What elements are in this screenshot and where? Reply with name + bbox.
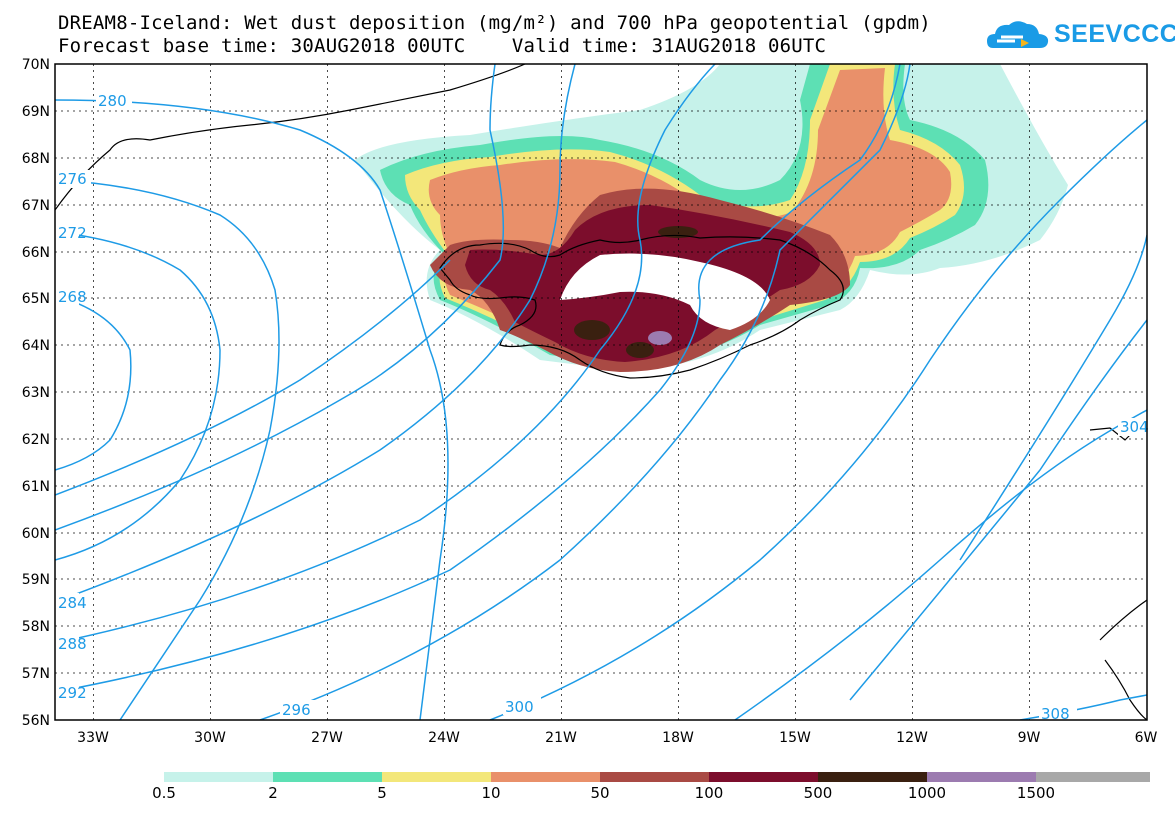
colorbar-label: 1500 xyxy=(1016,784,1056,802)
contour-lat-b xyxy=(55,64,505,531)
lat-label: 62N xyxy=(22,432,50,448)
colorbar-swatch xyxy=(709,772,819,782)
colorbar-swatch xyxy=(164,772,274,782)
lon-label: 15W xyxy=(779,730,811,746)
longitude-labels: 33W 30W 27W 24W 21W 18W 15W 12W 9W 6W xyxy=(77,730,1157,746)
iceland-coast xyxy=(439,234,844,379)
contour-label: 288 xyxy=(58,635,87,653)
lon-label: 18W xyxy=(662,730,694,746)
contour-292 xyxy=(55,64,901,693)
contour-label: 272 xyxy=(58,224,87,242)
greenland-coast xyxy=(55,64,526,211)
lon-label: 12W xyxy=(896,730,928,746)
colorbar-swatch xyxy=(927,772,1037,782)
colorbar-swatch xyxy=(600,772,710,782)
lat-label: 60N xyxy=(22,526,50,542)
colorbar-label: 10 xyxy=(481,784,501,802)
lat-label: 56N xyxy=(22,713,50,729)
contour-label: 280 xyxy=(98,92,127,110)
contour-268 xyxy=(55,295,132,471)
lon-label: 30W xyxy=(194,730,226,746)
colorbar-swatch xyxy=(1036,772,1150,782)
lat-label: 69N xyxy=(22,104,50,120)
colorbar-swatch xyxy=(273,772,383,782)
lat-label: 70N xyxy=(22,57,50,73)
norway-coast xyxy=(1099,599,1147,641)
contour-ne xyxy=(849,319,1147,701)
contour-276 xyxy=(55,179,280,720)
colorbar-label: 2 xyxy=(268,784,278,802)
contour-308 xyxy=(1019,694,1147,720)
latitude-labels: 70N 69N 68N 67N 66N 65N 64N 63N 62N 61N … xyxy=(22,57,50,729)
scotland-isles xyxy=(1104,659,1147,720)
lon-label: 33W xyxy=(77,730,109,746)
contour-304 xyxy=(734,409,1147,720)
coastlines xyxy=(55,64,1147,720)
contour-lat-a xyxy=(55,259,451,496)
lat-label: 65N xyxy=(22,291,50,307)
contour-label: 296 xyxy=(282,701,311,719)
contour-280 xyxy=(55,99,449,720)
contour-272 xyxy=(55,231,221,561)
contour-296 xyxy=(259,64,911,720)
colorbar-label: 500 xyxy=(803,784,833,802)
lon-label: 27W xyxy=(311,730,343,746)
contour-284 xyxy=(55,64,576,603)
lat-label: 66N xyxy=(22,245,50,261)
lat-label: 64N xyxy=(22,338,50,354)
lat-label: 68N xyxy=(22,151,50,167)
map-subtitle-times: Forecast base time: 30AUG2018 00UTC Vali… xyxy=(58,35,827,57)
lat-label: 67N xyxy=(22,198,50,214)
lat-label: 61N xyxy=(22,479,50,495)
colorbar-swatch xyxy=(818,772,928,782)
lat-label: 57N xyxy=(22,666,50,682)
contour-label: 268 xyxy=(58,288,87,306)
contour-label: 284 xyxy=(58,594,87,612)
contour-label: 308 xyxy=(1041,705,1070,723)
cloud-icon xyxy=(987,21,1049,48)
map-title: DREAM8-Iceland: Wet dust deposition (mg/… xyxy=(58,12,931,34)
contour-label: 300 xyxy=(505,698,534,716)
contour-288 xyxy=(55,64,716,644)
colorbar-swatch xyxy=(491,772,601,782)
dust-deposition-field xyxy=(355,64,1068,372)
dust-500-patch xyxy=(626,342,654,358)
lon-label: 24W xyxy=(428,730,460,746)
logo-text: SEEVCCC xyxy=(1054,20,1175,48)
colorbar-label: 100 xyxy=(694,784,724,802)
seevccc-logo xyxy=(987,21,1049,48)
contour-label: 304 xyxy=(1120,418,1149,436)
contour-label: 292 xyxy=(58,684,87,702)
lon-label: 21W xyxy=(545,730,577,746)
lon-label: 9W xyxy=(1018,730,1041,746)
map-frame xyxy=(54,63,1148,721)
geopotential-contours xyxy=(55,64,1147,720)
graticule xyxy=(55,64,1147,720)
lat-label: 59N xyxy=(22,572,50,588)
dust-1000-patch xyxy=(648,331,672,345)
colorbar-label: 50 xyxy=(590,784,610,802)
colorbar-swatch xyxy=(382,772,492,782)
dust-500-patch xyxy=(574,320,610,340)
dust-clear-area xyxy=(560,253,770,330)
colorbar-label: 1000 xyxy=(907,784,947,802)
contour-label: 276 xyxy=(58,170,87,188)
contour-labels: 280 276 272 268 284 288 292 296 300 304 … xyxy=(55,91,1149,723)
colorbar-label: 0.5 xyxy=(152,784,176,802)
lat-label: 63N xyxy=(22,385,50,401)
colorbar-label: 5 xyxy=(377,784,387,802)
contour-300 xyxy=(489,119,1147,720)
lon-label: 6W xyxy=(1135,730,1158,746)
contour-ne2 xyxy=(959,234,1147,561)
lat-label: 58N xyxy=(22,619,50,635)
